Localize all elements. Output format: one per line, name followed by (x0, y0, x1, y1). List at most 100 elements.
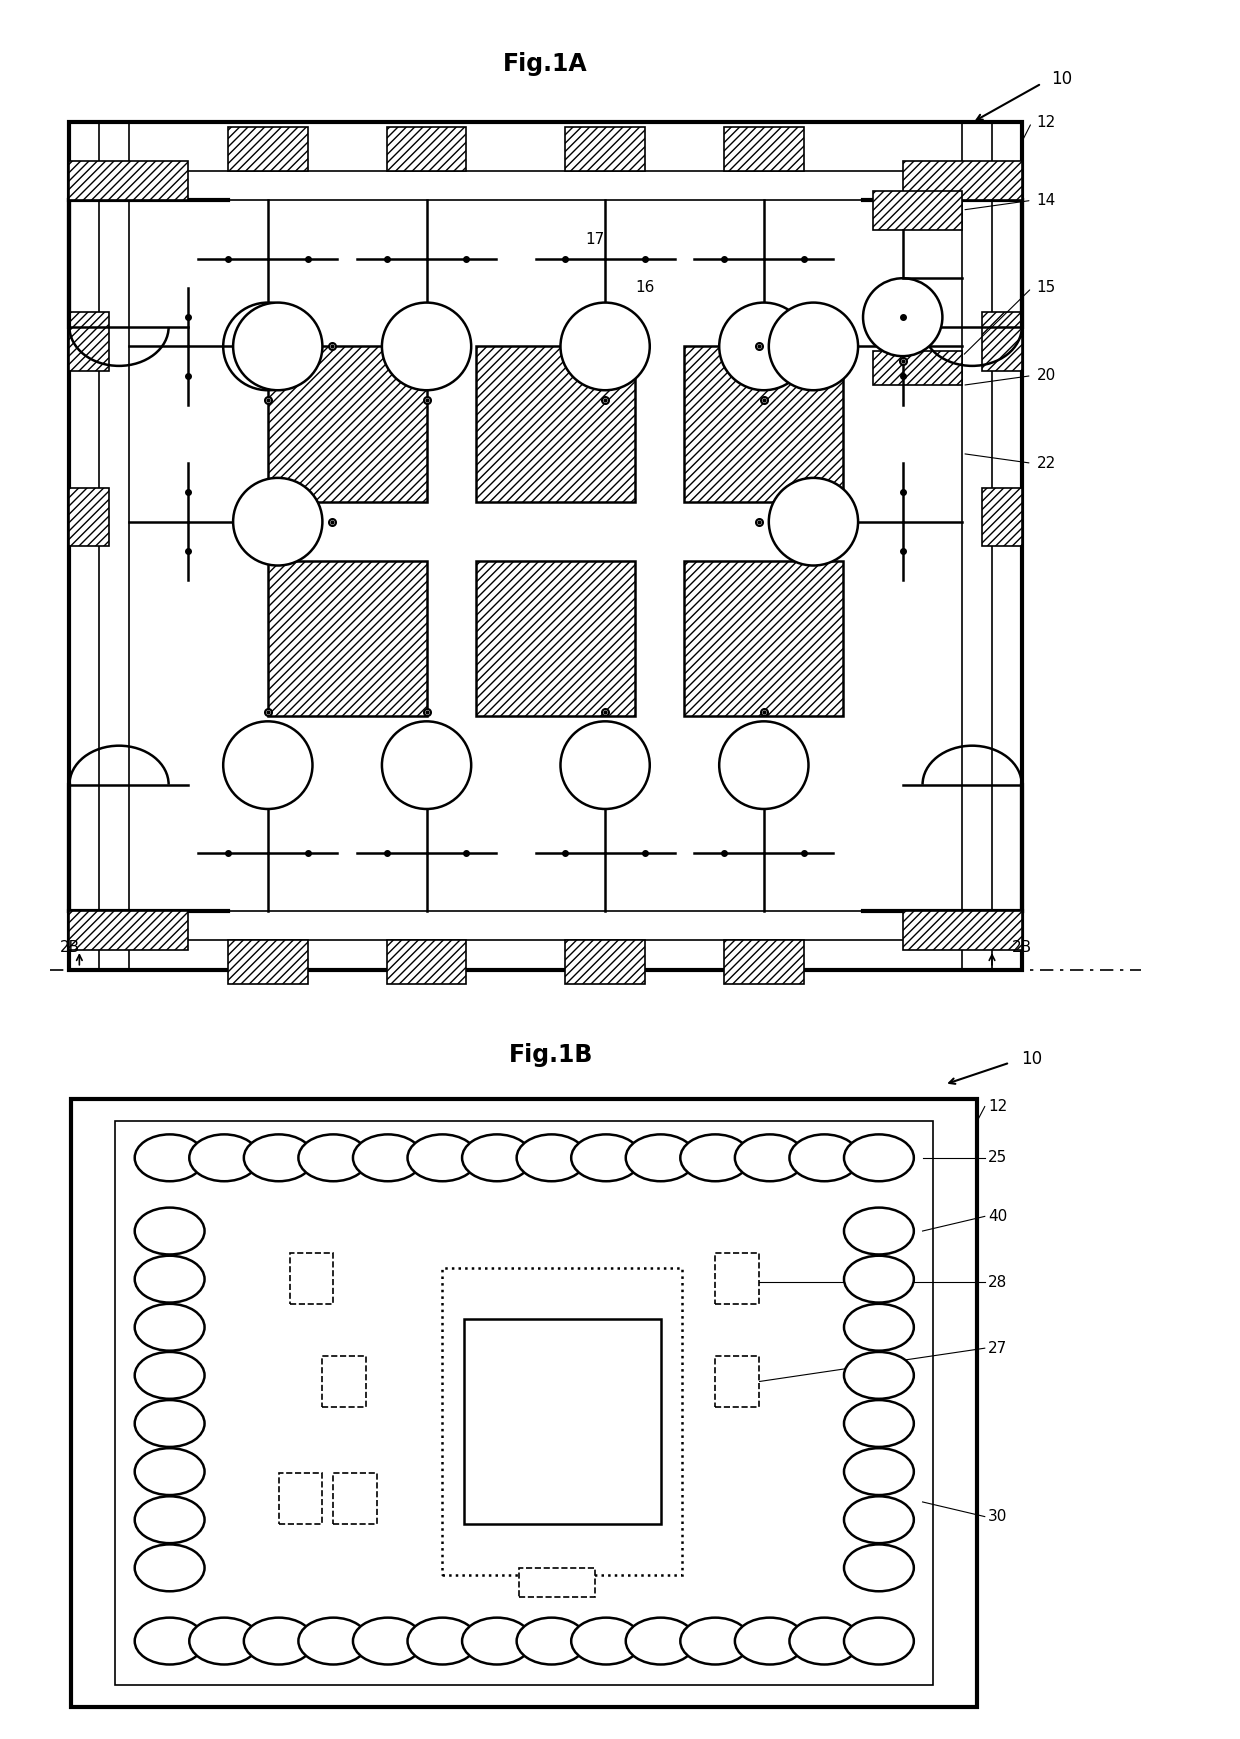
Bar (322, 1355, 366, 1407)
Bar (443, 1268, 682, 1576)
Circle shape (190, 1134, 259, 1181)
Circle shape (844, 1617, 914, 1664)
Circle shape (517, 1134, 587, 1181)
Bar (903, 911, 1022, 949)
Circle shape (572, 1617, 641, 1664)
Bar (387, 127, 466, 170)
Bar (69, 313, 109, 370)
Bar (268, 346, 427, 503)
Text: 30: 30 (988, 1509, 1007, 1523)
Circle shape (190, 1617, 259, 1664)
Circle shape (844, 1496, 914, 1542)
Bar (982, 313, 1022, 370)
Bar (982, 487, 1022, 546)
Bar (290, 1254, 334, 1304)
Bar (476, 560, 635, 716)
Bar (334, 1473, 377, 1523)
Bar (518, 1569, 595, 1596)
Circle shape (735, 1617, 805, 1664)
Circle shape (681, 1134, 750, 1181)
Bar (69, 487, 109, 546)
Circle shape (244, 1134, 314, 1181)
Bar (715, 1254, 759, 1304)
Bar (387, 941, 466, 984)
Circle shape (299, 1134, 368, 1181)
Bar (268, 560, 427, 716)
Circle shape (135, 1449, 205, 1496)
Circle shape (463, 1617, 532, 1664)
Bar (724, 127, 804, 170)
Circle shape (135, 1496, 205, 1542)
Bar (72, 1099, 977, 1708)
Circle shape (560, 303, 650, 390)
Text: Fig.1A: Fig.1A (503, 52, 588, 77)
Text: 12: 12 (988, 1099, 1007, 1115)
Bar (228, 941, 308, 984)
Bar (565, 941, 645, 984)
Bar (684, 346, 843, 503)
Bar (115, 1122, 934, 1685)
Bar (279, 1473, 322, 1523)
Text: 12: 12 (1037, 115, 1056, 130)
Circle shape (382, 303, 471, 390)
Bar (715, 1355, 759, 1407)
Circle shape (769, 303, 858, 390)
Circle shape (135, 1304, 205, 1351)
Text: 2B: 2B (1012, 941, 1032, 955)
Circle shape (517, 1617, 587, 1664)
Circle shape (408, 1617, 477, 1664)
Circle shape (223, 722, 312, 809)
Text: 25: 25 (988, 1149, 1007, 1165)
Circle shape (844, 1449, 914, 1496)
Bar (69, 162, 188, 200)
Text: 10: 10 (1052, 70, 1073, 87)
Circle shape (382, 722, 471, 809)
Circle shape (223, 303, 312, 390)
Bar (69, 911, 188, 949)
Circle shape (844, 1256, 914, 1303)
Bar (873, 351, 962, 386)
Circle shape (719, 722, 808, 809)
Circle shape (135, 1351, 205, 1398)
Circle shape (135, 1544, 205, 1591)
Circle shape (844, 1544, 914, 1591)
Text: 18: 18 (427, 310, 446, 325)
Circle shape (233, 303, 322, 390)
Bar (228, 127, 308, 170)
Circle shape (135, 1207, 205, 1254)
Bar (476, 346, 635, 503)
Circle shape (790, 1617, 859, 1664)
Circle shape (844, 1207, 914, 1254)
Bar (724, 941, 804, 984)
Circle shape (244, 1617, 314, 1664)
Circle shape (844, 1304, 914, 1351)
Circle shape (844, 1400, 914, 1447)
Circle shape (572, 1134, 641, 1181)
Circle shape (719, 303, 808, 390)
Circle shape (408, 1134, 477, 1181)
Text: 16: 16 (635, 280, 655, 296)
Bar (903, 162, 1022, 200)
Circle shape (353, 1134, 423, 1181)
Circle shape (353, 1617, 423, 1664)
Text: 40: 40 (988, 1209, 1007, 1224)
Text: 14: 14 (1037, 193, 1056, 209)
Circle shape (135, 1256, 205, 1303)
Text: 22: 22 (1037, 456, 1056, 471)
Text: 20: 20 (1037, 369, 1056, 383)
Circle shape (844, 1134, 914, 1181)
Circle shape (463, 1134, 532, 1181)
Bar (684, 560, 843, 716)
Bar (565, 127, 645, 170)
Circle shape (299, 1617, 368, 1664)
Circle shape (135, 1134, 205, 1181)
Circle shape (233, 478, 322, 565)
Text: 17: 17 (585, 231, 605, 247)
Bar (464, 1318, 661, 1523)
Text: 27: 27 (988, 1341, 1007, 1356)
Text: Fig.1B: Fig.1B (510, 1043, 594, 1068)
Circle shape (135, 1617, 205, 1664)
Text: 10: 10 (1021, 1050, 1042, 1068)
Circle shape (844, 1351, 914, 1398)
Circle shape (626, 1617, 696, 1664)
